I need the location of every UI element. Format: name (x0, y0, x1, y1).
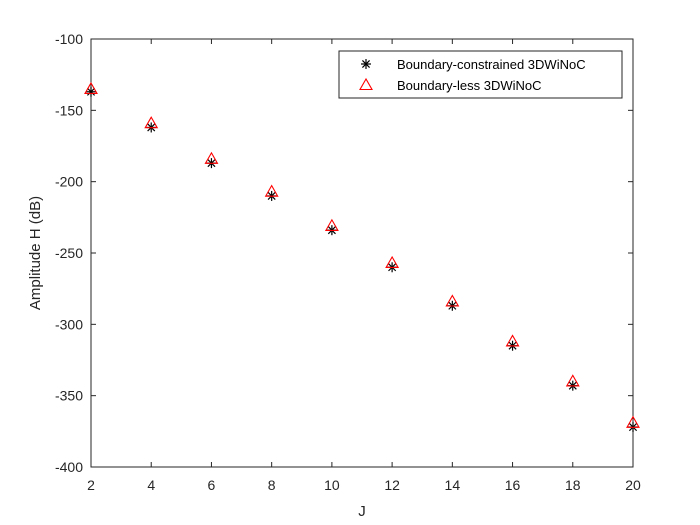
y-axis-label: Amplitude H (dB) (27, 196, 44, 310)
data-point-boundary-less (144, 116, 159, 129)
x-axis: 2 4 6 8 10 12 14 16 18 20 (87, 39, 641, 493)
legend-box (338, 50, 623, 99)
x-tick-label: 20 (625, 477, 641, 493)
x-tick-label: 14 (445, 477, 461, 493)
x-tick-label: 2 (87, 477, 95, 493)
x-axis-label: J (358, 503, 366, 520)
data-point-boundary-less (505, 334, 520, 347)
legend-marker-triangle (359, 77, 373, 91)
y-tick-label: -150 (55, 102, 83, 118)
data-point-boundary-less (385, 255, 400, 269)
x-tick-label: 10 (324, 477, 340, 493)
y-tick-label: -400 (55, 459, 83, 475)
data-point-boundary-less (565, 374, 580, 387)
x-tick-label: 4 (147, 477, 155, 493)
legend-asterisk-symbol (361, 59, 371, 69)
x-tick-label: 8 (268, 477, 276, 493)
x-tick-label: 18 (565, 477, 581, 493)
data-point-boundary-less (445, 294, 460, 307)
x-tick-label: 12 (384, 477, 400, 493)
y-tick-label: -100 (55, 31, 83, 47)
data-point-boundary-less (204, 151, 219, 164)
y-tick-label: -250 (55, 245, 83, 261)
y-tick-label: -300 (55, 316, 83, 332)
x-tick-label: 6 (208, 477, 216, 493)
data-point-boundary-less (84, 81, 98, 94)
y-axis: -100 -150 -200 -250 -300 -350 -400 (55, 31, 633, 475)
legend-label-boundary-constrained: Boundary-constrained 3DWiNoC (397, 57, 586, 72)
x-tick-label: 16 (505, 477, 521, 493)
legend-triangle-symbol (359, 77, 373, 91)
data-point-boundary-less (626, 415, 640, 428)
data-point-boundary-less (264, 184, 279, 197)
data-point-boundary-constrained (86, 86, 96, 97)
legend-label-boundary-less: Boundary-less 3DWiNoC (397, 78, 542, 93)
y-tick-label: -200 (55, 174, 83, 190)
legend-marker-asterisk (361, 59, 371, 69)
data-marks (84, 81, 640, 433)
data-point-boundary-less (324, 218, 339, 231)
legend: Boundary-constrained 3DWiNoC Boundary-le… (338, 50, 623, 99)
plot-area (90, 38, 634, 468)
y-tick-label: -350 (55, 388, 83, 404)
